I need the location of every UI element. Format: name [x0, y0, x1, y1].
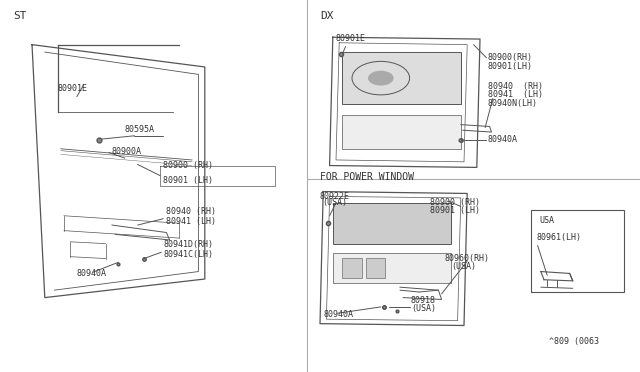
Text: 80940 (RH): 80940 (RH)	[166, 207, 216, 216]
Bar	[366, 258, 385, 278]
Text: 80940A: 80940A	[488, 135, 518, 144]
Text: 80918: 80918	[411, 296, 436, 305]
Text: DX: DX	[320, 10, 333, 20]
Text: 80922E: 80922E	[319, 192, 349, 201]
Text: 80940A: 80940A	[324, 310, 354, 319]
Text: 80961(LH): 80961(LH)	[536, 233, 581, 242]
Text: 80900A: 80900A	[112, 147, 142, 156]
Text: 80941  (LH): 80941 (LH)	[488, 90, 543, 99]
Bar	[531, 210, 624, 292]
Text: ^809 (0063: ^809 (0063	[549, 337, 599, 346]
Bar	[333, 203, 451, 244]
Text: 80960(RH): 80960(RH)	[445, 254, 490, 263]
Text: 80940  (RH): 80940 (RH)	[488, 81, 543, 90]
Text: (USA): (USA)	[451, 262, 476, 270]
Text: 80901 (LH): 80901 (LH)	[430, 206, 480, 215]
Circle shape	[368, 71, 394, 86]
Text: FOR POWER WINDOW: FOR POWER WINDOW	[320, 172, 414, 182]
Bar	[342, 258, 362, 278]
Text: 80900 (RH): 80900 (RH)	[163, 161, 213, 170]
Text: ST: ST	[13, 10, 26, 20]
Text: 80941C(LH): 80941C(LH)	[163, 250, 213, 259]
Text: 80941D(RH): 80941D(RH)	[163, 240, 213, 249]
Text: (USA): (USA)	[411, 304, 436, 312]
Text: 80901E: 80901E	[58, 84, 88, 93]
Bar	[342, 115, 461, 149]
Text: (USA): (USA)	[323, 198, 348, 207]
Text: 80900 (RH): 80900 (RH)	[430, 198, 480, 207]
Text: 80595A: 80595A	[125, 125, 155, 134]
Text: 80901(LH): 80901(LH)	[488, 62, 532, 71]
Text: USA: USA	[539, 216, 554, 225]
Text: 80940N(LH): 80940N(LH)	[488, 99, 538, 108]
Bar	[342, 52, 461, 104]
Bar	[333, 253, 451, 283]
Text: 80901E: 80901E	[335, 34, 365, 43]
Text: 80900(RH): 80900(RH)	[488, 52, 532, 61]
Text: 80941 (LH): 80941 (LH)	[166, 217, 216, 226]
Text: 80901 (LH): 80901 (LH)	[163, 176, 213, 185]
Text: 80940A: 80940A	[77, 269, 107, 278]
